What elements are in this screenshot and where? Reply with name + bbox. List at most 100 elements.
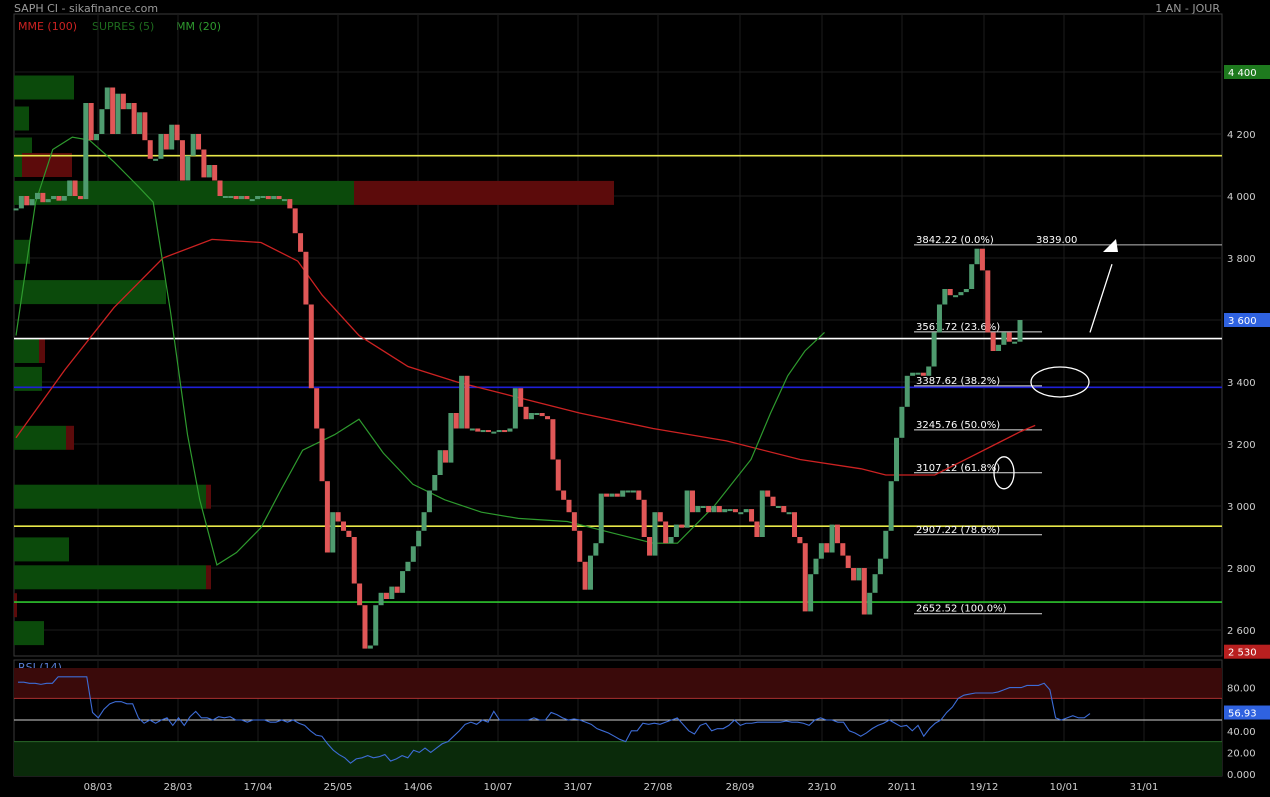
candle-down [120, 93, 126, 110]
candle-up [389, 586, 395, 599]
candle-up [83, 103, 89, 200]
candle-up [512, 388, 518, 429]
candle-down [539, 413, 545, 417]
candle-up [169, 124, 175, 150]
candle-down [357, 583, 363, 606]
candle-up [480, 430, 486, 433]
candle-up [969, 264, 975, 289]
candle-up [673, 524, 679, 537]
candle-up [587, 555, 593, 590]
candle-up [222, 196, 228, 198]
volume-profile-bar-green [14, 106, 29, 131]
fibonacci-level-label: 3387.62 (38.2%) [916, 376, 1000, 387]
candle-up [904, 375, 910, 407]
candle-down [56, 196, 62, 201]
candle-down [485, 430, 491, 433]
candle-down [679, 524, 685, 528]
candle-up [958, 292, 964, 296]
candle-up [104, 87, 110, 110]
candle-down [147, 140, 153, 159]
candle-up [421, 512, 427, 531]
candle-up [953, 295, 959, 298]
candle-down [555, 459, 561, 491]
volume-profile-bar-green [14, 484, 206, 509]
candle-down [40, 192, 46, 203]
candle-up [228, 196, 234, 198]
candle-down [314, 388, 320, 429]
candle-up [61, 196, 67, 201]
volume-profile-bar-green [14, 621, 44, 646]
candle-up [1017, 320, 1023, 342]
candle-up [190, 134, 196, 156]
candle-down [770, 496, 776, 506]
candle-down [341, 521, 347, 531]
candle-up [738, 512, 744, 515]
candle-up [867, 592, 873, 615]
candle-up [99, 109, 105, 134]
candle-up [136, 112, 142, 134]
volume-profile-bar-red [354, 180, 614, 205]
volume-profile-bar-red [14, 593, 17, 618]
candle-up [700, 506, 706, 508]
candle-up [330, 512, 336, 553]
candle-down [657, 512, 663, 522]
rsi-oversold-zone [14, 741, 1222, 776]
candle-up [367, 645, 373, 649]
candle-down [582, 561, 588, 590]
candle-down [292, 208, 298, 234]
candle-up [808, 574, 814, 612]
volume-profile-bar-red [66, 425, 74, 450]
main-pane-frame [13, 13, 1223, 657]
candle-down [566, 499, 572, 513]
candle-up [507, 428, 513, 432]
candle-down [287, 199, 293, 209]
candle-down [394, 586, 400, 593]
candle-down [749, 509, 755, 522]
candle-up [942, 289, 948, 305]
candle-down [545, 416, 551, 420]
candle-down [647, 537, 653, 556]
candle-up [410, 546, 416, 562]
candle-up [416, 530, 422, 547]
candle-up [260, 196, 266, 198]
candle-up [759, 490, 765, 537]
candle-up [271, 196, 277, 200]
candle-down [518, 388, 524, 407]
candle-up [829, 524, 835, 553]
candle-down [947, 289, 953, 296]
candle-down [663, 521, 669, 544]
fibonacci-level-label: 3842.22 (0.0%) [916, 235, 994, 246]
peak-annotation: 3839.00 [1036, 235, 1077, 246]
x-tick-label: 28/03 [164, 782, 193, 793]
candle-down [990, 332, 996, 351]
candle-up [856, 568, 862, 581]
candle-up [18, 196, 24, 209]
candle-down [217, 180, 223, 196]
highlight-ellipse [993, 456, 1015, 490]
candle-down [443, 450, 449, 463]
candle-up [926, 366, 932, 376]
candle-up [695, 506, 701, 513]
candle-down [754, 521, 760, 537]
y-tick-label: 4 200 [1227, 130, 1256, 141]
period-label[interactable]: 1 AN - JOUR [1155, 2, 1220, 15]
mme-indicator-label[interactable]: MME (100) [18, 20, 78, 33]
candle-down [781, 506, 787, 513]
supres-indicator-label[interactable]: SUPRES (5) [92, 20, 155, 33]
y-tick-label: 3 400 [1227, 378, 1256, 389]
candle-up [910, 372, 916, 376]
candle-up [813, 558, 819, 575]
candle-down [523, 406, 529, 420]
price-badge [1224, 644, 1270, 659]
candle-down [298, 233, 304, 252]
mme-100-line [15, 238, 1036, 476]
volume-profile-bar-green [14, 339, 39, 363]
candle-up [722, 509, 728, 513]
candle-down [212, 165, 218, 181]
candle-down [265, 196, 271, 200]
candle-down [453, 413, 459, 429]
candle-up [459, 375, 465, 429]
mm-indicator-label[interactable]: MM (20) [176, 20, 222, 33]
candle-up [94, 134, 100, 141]
